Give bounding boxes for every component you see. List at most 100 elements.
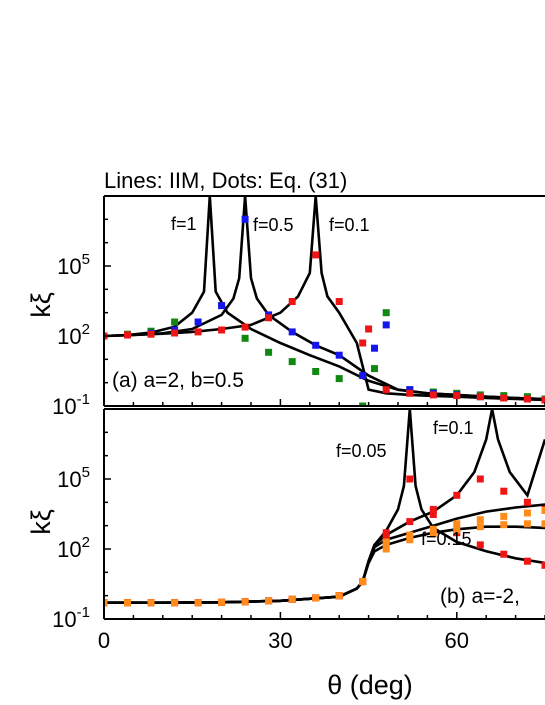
dot-a-2-15 <box>429 391 437 399</box>
y-tick-label-a-2: 105 <box>57 251 90 279</box>
dot-b-3-1 <box>124 599 131 607</box>
dot-b-1-16 <box>476 475 484 483</box>
y-axis-label-b: kξ <box>26 509 56 535</box>
dot-a-1-11 <box>359 372 367 380</box>
dot-a-2-16 <box>453 392 461 400</box>
dot-a-0-10 <box>359 402 367 406</box>
dot-b-3-6 <box>241 598 249 606</box>
dot-b-1-18 <box>523 498 531 506</box>
dot-a-2-4 <box>194 328 202 336</box>
dot-a-0-8 <box>312 368 320 375</box>
dot-b-0-16 <box>476 541 484 549</box>
dot-b-0-13 <box>406 475 414 483</box>
dot-b-2-4 <box>453 520 461 528</box>
dot-b-0-14 <box>429 511 437 518</box>
y-tick-label-b-0: 10-1 <box>52 604 90 632</box>
dot-b-1-13 <box>406 518 414 526</box>
dot-a-2-5 <box>218 326 226 334</box>
panel-b-annotation-f015: f=0.15 <box>421 529 472 549</box>
dot-b-2-3 <box>429 525 437 533</box>
y-axis-label-a: kξ <box>26 292 56 318</box>
panel-a-annotation-f01: f=0.1 <box>329 215 370 235</box>
dot-b-3-5 <box>218 598 226 606</box>
dot-a-1-10 <box>335 351 343 359</box>
x-axis-label: θ (deg) <box>327 670 413 700</box>
dot-a-2-13 <box>382 386 390 394</box>
dot-b-0-17 <box>500 550 508 558</box>
dot-b-1-15 <box>453 491 461 499</box>
dot-a-2-1 <box>124 331 131 339</box>
y-tick-label-a-1: 102 <box>57 321 90 349</box>
dot-b-1-12 <box>382 534 390 542</box>
dot-b-3-10 <box>335 592 343 600</box>
dot-b-3-4 <box>194 599 202 607</box>
dot-b-1-17 <box>500 487 508 495</box>
dot-a-1-6 <box>241 215 249 223</box>
dot-b-3-18 <box>523 520 531 528</box>
dot-a-2-12 <box>365 325 373 333</box>
panel-a: 10-1 102 105 <box>52 195 545 419</box>
dot-b-3-3 <box>171 599 179 607</box>
dot-b-2-2 <box>406 531 414 539</box>
dot-b-2-5 <box>476 516 484 524</box>
dot-a-1-14 <box>406 386 414 394</box>
figure-title: Lines: IIM, Dots: Eq. (31) <box>104 168 347 193</box>
dot-a-2-7 <box>265 314 273 322</box>
dot-a-2-2 <box>147 330 155 338</box>
dot-b-0-19 <box>541 561 545 569</box>
dot-b-3-16 <box>476 523 484 531</box>
dot-a-2-9 <box>312 251 320 259</box>
dot-a-0-5 <box>241 334 249 342</box>
dot-a-1-4 <box>194 318 202 326</box>
dot-a-2-17 <box>476 393 484 401</box>
dot-a-2-18 <box>500 394 508 402</box>
dot-b-0-18 <box>523 557 531 565</box>
dot-a-1-13 <box>382 321 390 329</box>
dot-a-1-5 <box>218 302 226 310</box>
dot-a-2-10 <box>335 298 343 305</box>
panel-b-annotation-f005: f=0.05 <box>336 441 387 461</box>
dot-a-0-3 <box>171 318 179 326</box>
panel-b-label: (b) a=-2, <box>440 585 520 608</box>
dot-b-2-8 <box>541 506 545 514</box>
dot-a-2-3 <box>171 329 179 337</box>
dot-a-2-19 <box>523 395 531 403</box>
dot-a-0-7 <box>288 358 296 366</box>
plot-area-a <box>104 196 545 406</box>
dot-b-1-14 <box>429 505 437 513</box>
dot-a-0-12 <box>382 309 390 317</box>
panel-a-annotation-f05: f=0.5 <box>253 215 294 235</box>
x-tick-label-0: 0 <box>98 628 110 653</box>
dot-b-3-0 <box>104 599 108 607</box>
dot-a-2-11 <box>359 339 367 347</box>
dot-b-3-17 <box>500 521 508 529</box>
y-tick-label-b-1: 102 <box>57 534 90 562</box>
dot-a-0-6 <box>265 348 273 356</box>
dot-b-3-11 <box>359 578 367 586</box>
dot-b-3-9 <box>312 594 320 602</box>
dot-b-0-12 <box>382 529 390 537</box>
x-tick-label-2: 60 <box>445 628 469 653</box>
plot-area-b <box>104 409 545 607</box>
dot-b-3-2 <box>147 599 155 607</box>
panel-b: 10-1 102 105 <box>52 408 545 632</box>
dot-a-1-9 <box>312 341 320 349</box>
dot-a-0-11 <box>371 365 378 373</box>
dot-b-3-13 <box>406 536 414 544</box>
dot-b-2-1 <box>382 538 390 546</box>
dot-a-2-14 <box>406 389 414 397</box>
y-tick-label-b-2: 105 <box>57 464 90 492</box>
dot-b-3-7 <box>265 597 273 605</box>
dot-b-2-6 <box>500 512 508 520</box>
curve-b-3 <box>104 525 545 604</box>
dot-b-3-12 <box>382 545 390 553</box>
dot-a-1-8 <box>288 328 296 336</box>
dot-b-3-8 <box>288 595 296 603</box>
dot-b-3-15 <box>453 526 461 534</box>
panel-a-annotation-f1: f=1 <box>171 214 197 234</box>
panel-b-annotation-f01: f=0.1 <box>433 418 474 438</box>
curve-a-2 <box>104 196 545 402</box>
curve-b-0 <box>104 409 545 604</box>
dot-a-1-12 <box>371 344 378 352</box>
